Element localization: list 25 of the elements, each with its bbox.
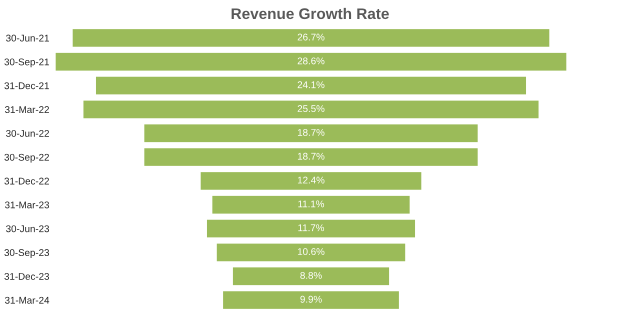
- data-label: 11.1%: [298, 200, 324, 208]
- data-label: 10.6%: [298, 248, 324, 256]
- category-label: 31-Mar-22: [4, 106, 49, 114]
- text: Revenue Growth Rate: [232, 8, 389, 20]
- data-label: 28.6%: [298, 57, 324, 64]
- data-label: 18.7%: [298, 128, 324, 136]
- category-label: 31-Mar-23: [4, 201, 50, 208]
- category-label: 30-Jun-23: [6, 225, 50, 232]
- category-label: 30-Sep-23: [4, 249, 50, 258]
- category-label: 30-Sep-21: [4, 58, 49, 68]
- data-label: 26.7%: [298, 34, 324, 41]
- category-label: 30-Sep-22: [4, 154, 49, 163]
- data-label: 11.7%: [298, 224, 324, 232]
- data-label: 24.1%: [298, 81, 324, 88]
- category-label: 31-Dec-21: [4, 82, 49, 90]
- category-label: 30-Jun-21: [6, 34, 49, 42]
- data-label: 12.4%: [298, 176, 324, 184]
- category-label: 31-Dec-22: [4, 178, 49, 185]
- data-label: 9.9%: [300, 296, 322, 303]
- data-label: 18.7%: [298, 152, 324, 160]
- category-label: 31-Mar-24: [4, 296, 50, 304]
- data-label: 8.8%: [300, 272, 322, 279]
- category-label: 31-Dec-23: [4, 272, 50, 280]
- category-label: 30-Jun-22: [6, 130, 49, 137]
- data-label: 25.5%: [298, 105, 324, 112]
